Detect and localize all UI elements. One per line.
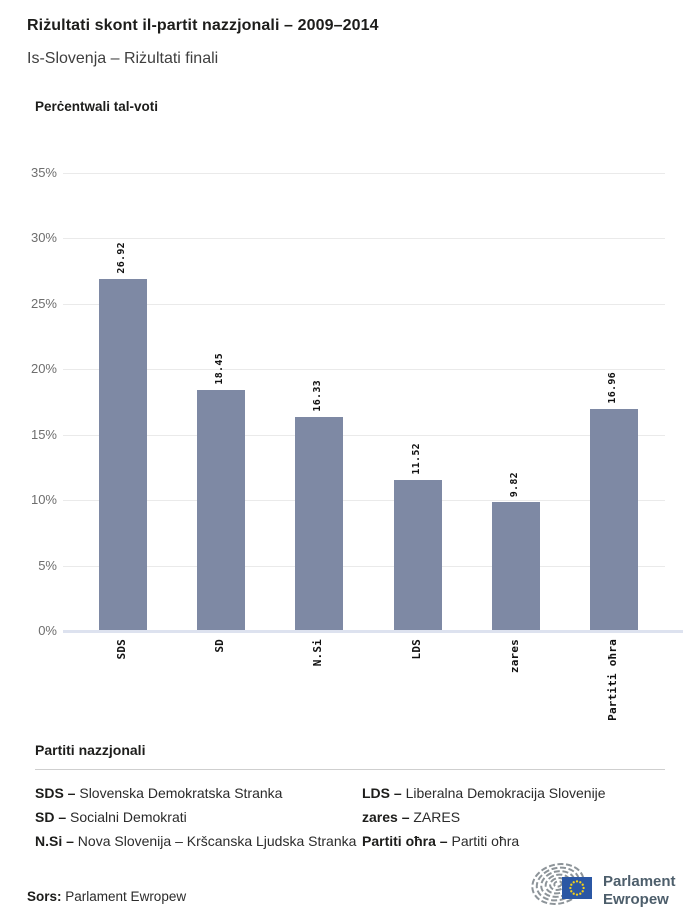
legend-term: SDS – <box>35 785 76 801</box>
bar <box>197 390 245 631</box>
legend-item: SDS – Slovenska Demokratska Stranka <box>35 781 362 805</box>
x-tick-label: SDS <box>115 639 128 660</box>
x-tick-label: LDS <box>410 639 423 660</box>
bar <box>492 502 540 631</box>
x-axis-line <box>63 630 683 633</box>
logo-line1: Parlament <box>603 873 676 890</box>
legend-item: LDS – Liberalna Demokracija Slovenije <box>362 781 665 805</box>
x-tick-label: SD <box>213 639 226 653</box>
x-tick-label: Partiti oħra <box>606 639 619 721</box>
bar <box>590 409 638 631</box>
legend-term: LDS – <box>362 785 402 801</box>
bar <box>394 480 442 631</box>
legend-definition: Slovenska Demokratska Stranka <box>75 785 283 801</box>
gridline <box>63 369 665 371</box>
legend: SDS – Slovenska Demokratska Stranka SD – … <box>35 781 665 853</box>
source-label: Sors: <box>27 889 62 904</box>
gridline <box>63 500 665 502</box>
y-tick-label: 5% <box>38 557 57 573</box>
bar-value-label: 9.82 <box>509 471 520 497</box>
gridline <box>63 434 665 436</box>
page-title: Riżultati skont il-partit nazzjonali – 2… <box>27 17 379 34</box>
gridline <box>63 565 665 567</box>
y-tick-label: 0% <box>38 623 57 638</box>
source-line: Sors: Parlament Ewropew <box>27 889 186 904</box>
chart-axis-title: Perċentwali tal-voti <box>35 99 159 114</box>
legend-term: zares – <box>362 809 410 825</box>
x-tick-label: zares <box>508 639 521 674</box>
legend-term: Partiti oħra – <box>362 833 448 849</box>
bar-value-label: 16.33 <box>312 380 323 412</box>
y-tick-label: 30% <box>30 230 57 246</box>
legend-item: zares – ZARES <box>362 805 665 829</box>
page-subtitle: Is-Slovenja – Riżultati finali <box>27 50 219 67</box>
legend-term: N.Si – <box>35 833 74 849</box>
legend-item: SD – Socialni Demokrati <box>35 805 362 829</box>
legend-definition: Socialni Demokrati <box>66 809 187 825</box>
bar <box>295 417 343 631</box>
y-tick-label: 10% <box>30 492 57 508</box>
legend-header: Partiti nazzjonali <box>35 742 146 758</box>
legend-separator <box>35 769 665 770</box>
legend-definition: Partiti oħra <box>447 833 520 849</box>
bar-value-label: 26.92 <box>116 242 127 274</box>
legend-column: LDS – Liberalna Demokracija Slovenije zar… <box>362 781 665 853</box>
y-tick-label: 35% <box>30 165 57 180</box>
bar-value-label: 18.45 <box>214 353 225 385</box>
legend-term: SD – <box>35 809 67 825</box>
legend-definition: ZARES <box>409 809 461 825</box>
european-parliament-logo: Parlament Ewropew <box>531 863 680 908</box>
eu-flag-icon <box>562 877 592 899</box>
plot-area: 26.92 18.45 16.33 11.52 9.82 16.96 <box>63 173 665 631</box>
gridline <box>63 173 665 174</box>
logo-wordmark: Parlament Ewropew <box>603 873 680 908</box>
y-tick-label: 20% <box>30 361 57 377</box>
logo-line2: Ewropew <box>603 891 669 908</box>
source-value: Parlament Ewropew <box>65 889 187 904</box>
bar-value-label: 11.52 <box>411 443 422 475</box>
gridline <box>63 238 665 240</box>
legend-definition: Nova Slovenija – Kršcanska Ljudska Stran… <box>73 833 357 849</box>
y-tick-label: 25% <box>30 295 57 311</box>
x-tick-label: N.Si <box>311 639 324 667</box>
gridline <box>63 303 665 305</box>
legend-item: N.Si – Nova Slovenija – Kršcanska Ljudsk… <box>35 829 362 853</box>
legend-definition: Liberalna Demokracija Slovenije <box>401 785 606 801</box>
y-tick-label: 15% <box>30 426 57 442</box>
bar <box>99 279 147 631</box>
legend-item: Partiti oħra – Partiti oħra <box>362 829 665 853</box>
legend-column: SDS – Slovenska Demokratska Stranka SD – … <box>35 781 362 853</box>
bar-value-label: 16.96 <box>607 372 618 404</box>
